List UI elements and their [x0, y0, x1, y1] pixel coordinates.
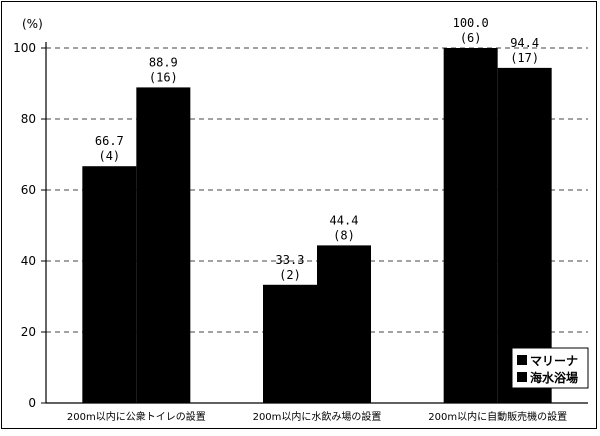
y-tick-label: 0 — [28, 396, 36, 410]
bar-value-label: 88.9 — [149, 55, 178, 69]
bar — [263, 284, 317, 403]
bar-count-label: (4) — [98, 149, 120, 163]
y-tick-label: 80 — [21, 112, 36, 126]
x-category-label: 200m以内に自動販売機の設置 — [428, 410, 567, 423]
bar-count-label: (16) — [149, 70, 178, 84]
y-unit-label: (%) — [22, 17, 43, 31]
bar — [82, 166, 137, 403]
bar-value-label: 44.4 — [330, 213, 359, 227]
y-tick-label: 40 — [21, 254, 36, 268]
bar-value-label: 100.0 — [453, 16, 489, 30]
bar — [317, 245, 371, 403]
bar-count-label: (2) — [279, 268, 301, 282]
y-tick-label: 20 — [21, 325, 36, 339]
bar-value-label: 66.7 — [95, 134, 124, 148]
x-category-label: 200m以内に公衆トイレの設置 — [67, 410, 206, 423]
legend-swatch — [517, 355, 527, 365]
bar-count-label: (6) — [460, 31, 482, 45]
chart-frame — [1, 1, 597, 429]
bar — [443, 48, 498, 403]
bar-count-label: (17) — [510, 51, 539, 65]
y-tick-label: 60 — [21, 183, 36, 197]
bar — [136, 87, 191, 403]
legend-label: マリーナ — [530, 354, 578, 368]
bar-value-label: 33.3 — [276, 253, 305, 267]
x-category-label: 200m以内に水飲み場の設置 — [253, 410, 382, 423]
bar-value-label: 94.4 — [510, 36, 539, 50]
legend-swatch — [517, 372, 527, 382]
legend-label: 海水浴場 — [530, 370, 578, 385]
bar — [497, 67, 552, 403]
bar-count-label: (8) — [333, 228, 355, 242]
y-tick-label: 100 — [13, 41, 36, 55]
